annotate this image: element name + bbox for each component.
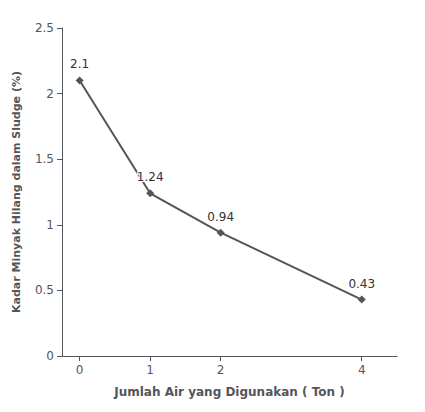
svg-text:0: 0 xyxy=(76,363,84,377)
svg-text:0.5: 0.5 xyxy=(35,283,54,297)
svg-text:1.24: 1.24 xyxy=(137,170,164,184)
svg-text:Kadar Minyak Hilang dalam Slud: Kadar Minyak Hilang dalam Sludge (%) xyxy=(10,71,23,313)
svg-text:0.43: 0.43 xyxy=(348,277,375,291)
svg-text:0.94: 0.94 xyxy=(207,210,234,224)
svg-text:2: 2 xyxy=(46,87,54,101)
svg-text:1.5: 1.5 xyxy=(35,152,54,166)
svg-text:2: 2 xyxy=(217,363,225,377)
svg-text:0: 0 xyxy=(46,349,54,363)
svg-text:Jumlah Air yang Digunakan ( To: Jumlah Air yang Digunakan ( Ton ) xyxy=(113,385,345,399)
svg-text:2.1: 2.1 xyxy=(70,57,89,71)
svg-text:4: 4 xyxy=(358,363,366,377)
svg-text:1: 1 xyxy=(146,363,154,377)
svg-text:1: 1 xyxy=(46,218,54,232)
svg-text:2.5: 2.5 xyxy=(35,21,54,35)
